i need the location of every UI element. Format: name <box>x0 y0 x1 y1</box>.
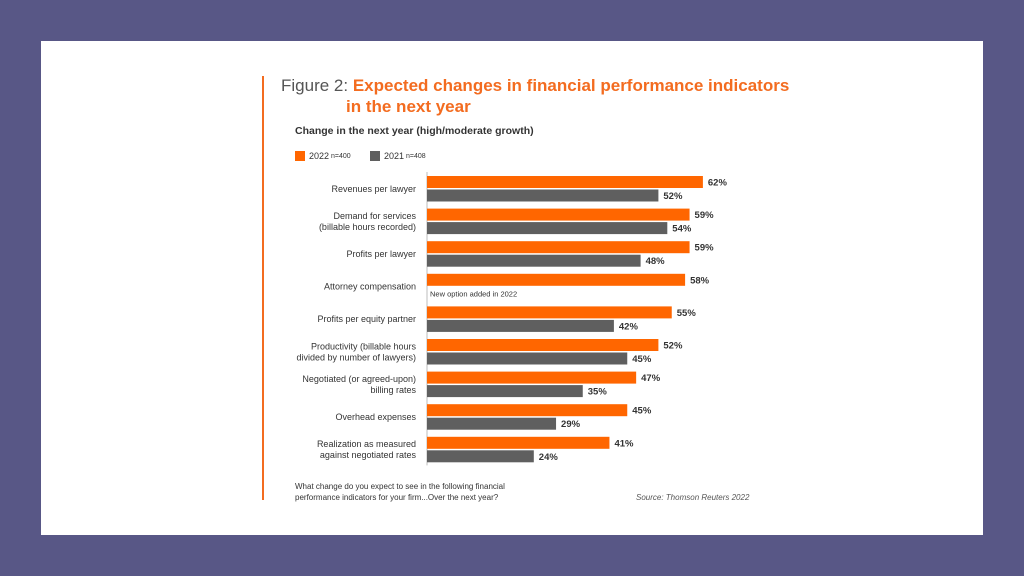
legend-n-2022: n=400 <box>331 152 351 160</box>
category-label: Negotiated (or agreed-upon) <box>302 374 416 384</box>
legend-item-2022: 2022 n=400 <box>295 151 351 161</box>
data-label: 35% <box>588 387 608 398</box>
bar-2022 <box>427 176 703 188</box>
bar-2021 <box>427 189 659 202</box>
category-label: Productivity (billable hours <box>311 341 417 351</box>
data-label: 29% <box>561 419 581 430</box>
data-label: 55% <box>677 308 697 319</box>
category-label: Demand for services <box>333 211 416 221</box>
figure-label: Figure 2: <box>281 76 349 95</box>
bar-2021 <box>427 222 668 235</box>
category-label: billing rates <box>370 385 416 395</box>
data-label: 54% <box>672 224 692 235</box>
legend-swatch-2021 <box>370 151 380 161</box>
data-label: 47% <box>641 373 661 384</box>
bar-2021 <box>427 450 534 463</box>
data-label: 62% <box>708 178 728 189</box>
data-label: 58% <box>690 275 710 286</box>
bar-2022 <box>427 241 690 254</box>
bar-2021 <box>427 352 628 365</box>
category-label: Realization as measured <box>317 439 416 449</box>
data-label: 24% <box>539 452 559 463</box>
survey-question: What change do you expect to see in the … <box>295 482 505 502</box>
legend-n-2021: n=408 <box>406 152 426 160</box>
bar-2022 <box>427 339 659 351</box>
data-label: 41% <box>614 438 634 449</box>
data-label: 52% <box>663 341 683 352</box>
bar-2021 <box>427 319 614 332</box>
category-label: Profits per equity partner <box>317 314 416 324</box>
data-label: 52% <box>663 191 683 202</box>
bar-2022 <box>427 273 686 286</box>
figure-title: Figure 2: Expected changes in financial … <box>281 75 790 116</box>
category-label: divided by number of lawyers) <box>296 352 416 362</box>
category-label: (billable hours recorded) <box>319 222 416 232</box>
figure-title-line2: in the next year <box>346 97 471 116</box>
bar-2022 <box>427 208 690 221</box>
bar-2022 <box>427 371 637 384</box>
category-label: Attorney compensation <box>324 282 416 292</box>
bar-2021 <box>427 254 641 267</box>
source-note: Source: Thomson Reuters 2022 <box>636 493 750 502</box>
category-label: Profits per lawyer <box>346 249 416 259</box>
data-label: 45% <box>632 354 652 365</box>
legend-swatch-2022 <box>295 151 305 161</box>
category-label: against negotiated rates <box>320 450 417 460</box>
legend-label-2021: 2021 <box>384 151 405 161</box>
data-label: 59% <box>695 210 715 221</box>
chart-subtitle: Change in the next year (high/moderate g… <box>295 125 534 137</box>
new-option-note: New option added in 2022 <box>430 289 517 298</box>
bar-2022 <box>427 306 672 319</box>
bar-2021 <box>427 417 557 430</box>
data-label: 48% <box>646 256 666 267</box>
bar-2021 <box>427 385 583 398</box>
legend-label-2022: 2022 <box>309 151 330 161</box>
bar-2022 <box>427 404 628 417</box>
category-label: Revenues per lawyer <box>331 184 416 194</box>
category-label: Overhead expenses <box>335 412 416 422</box>
bar-2022 <box>427 436 610 449</box>
legend-item-2021: 2021 n=408 <box>370 151 426 161</box>
data-label: 42% <box>619 321 639 332</box>
accent-rule <box>262 76 264 500</box>
data-label: 59% <box>695 243 715 254</box>
data-label: 45% <box>632 406 652 417</box>
figure-title-line1: Expected changes in financial performanc… <box>352 76 790 95</box>
